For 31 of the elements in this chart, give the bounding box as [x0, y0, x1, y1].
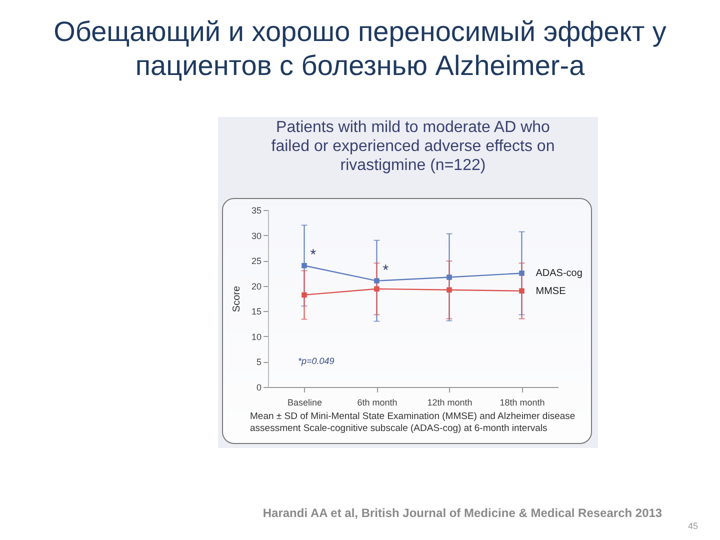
annotation: * [310, 246, 316, 264]
y-tick-label: 25 [251, 256, 262, 266]
y-tick-label: 10 [251, 332, 262, 342]
y-tick-label: 35 [251, 206, 262, 216]
text: Harandi AA et al, British Journal of Medicine & Medical Research 2013 [262, 506, 664, 520]
x-tick-label: 18th month [500, 398, 545, 408]
annotation: * [382, 262, 389, 279]
text: Mean ± SD of Mini-Mental State Examination (MMSE) and Alzheimer disease assessment Scale-cognitive subscale (ADAS-cog) at 6-month intervals [250, 411, 576, 435]
y-tick-label: 30 [251, 230, 262, 241]
point [374, 286, 380, 292]
point [446, 274, 452, 280]
x-tick-label: Baseline [287, 398, 322, 408]
chart-subtitle: Patients with mild to moderate AD who failed or experienced adverse effects on rivastigmine (n=122) [270, 118, 556, 175]
y-tick-label: 20 [251, 281, 262, 292]
chart-title: Обещающий и хорошо переносимый эффект у пациентов с болезнью Alzheimer-а [52, 15, 668, 83]
point [446, 287, 452, 293]
y-axis-title: Score [231, 286, 242, 312]
x-tick-label: 12th month [427, 398, 472, 408]
y-tick-label: 0 [256, 382, 262, 392]
y-tick-label: 5 [256, 357, 262, 368]
point [519, 270, 524, 276]
series-label: MMSE [536, 286, 566, 297]
series-label: ADAS-cog [536, 268, 582, 280]
point [374, 278, 380, 284]
point [302, 262, 307, 268]
point [519, 288, 524, 294]
x-tick-label: 6th month [357, 398, 398, 408]
text: 45 [688, 521, 698, 531]
point [302, 292, 307, 298]
annotation: *p=0.049 [298, 356, 334, 366]
y-tick-label: 15 [251, 306, 262, 317]
